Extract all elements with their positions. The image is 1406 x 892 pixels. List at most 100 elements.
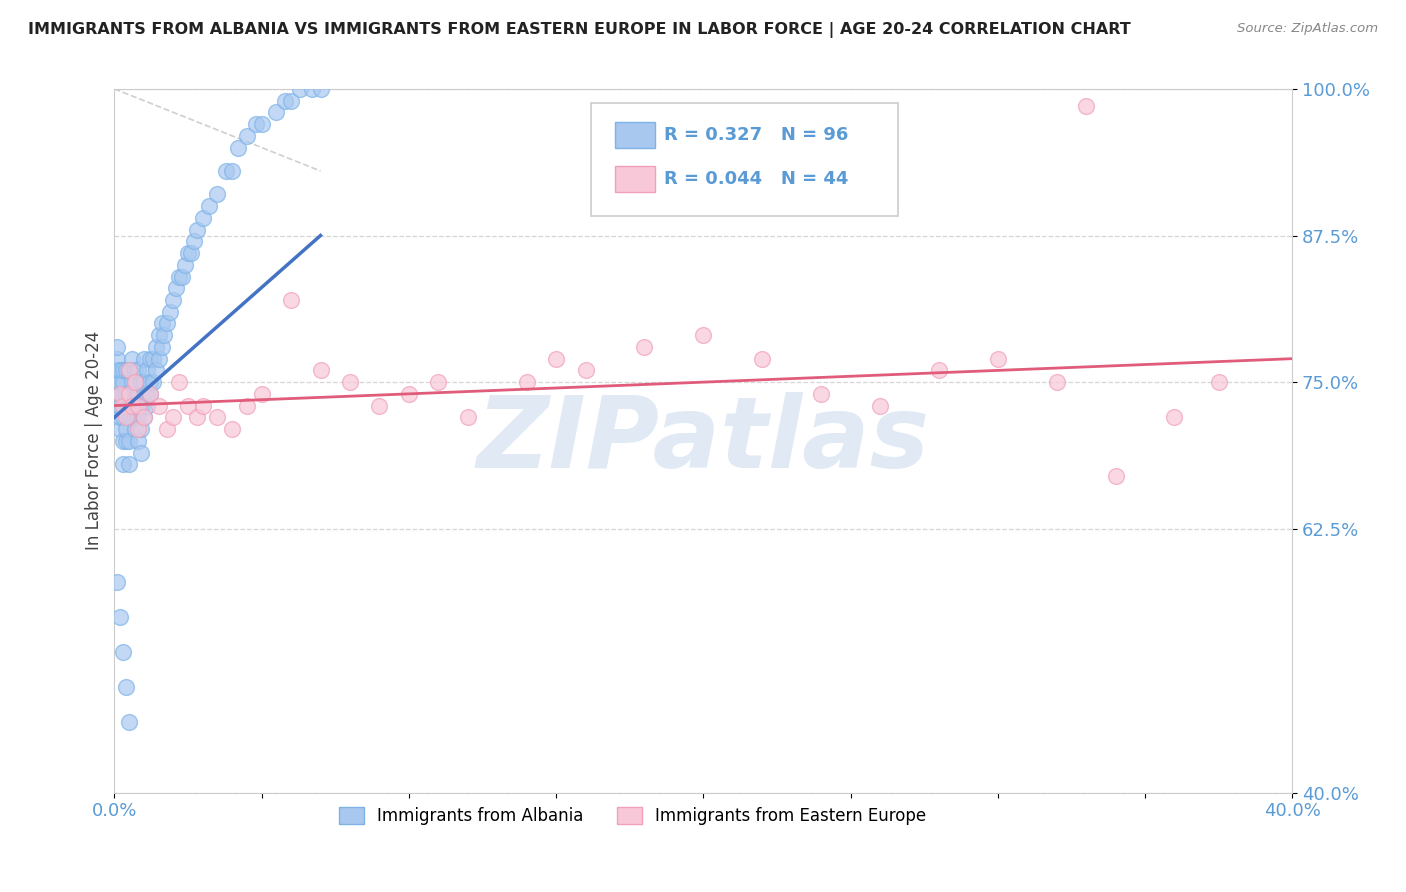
Point — [118, 387, 141, 401]
Point — [112, 434, 135, 448]
Point — [226, 140, 249, 154]
Point — [112, 387, 135, 401]
Point — [245, 117, 267, 131]
Point — [546, 351, 568, 366]
Point — [139, 351, 162, 366]
Point — [186, 410, 208, 425]
Point — [112, 457, 135, 471]
Point — [191, 399, 214, 413]
Point — [274, 94, 297, 108]
Point — [172, 269, 194, 284]
Point — [751, 351, 773, 366]
Point — [280, 293, 302, 307]
Point — [132, 410, 155, 425]
FancyBboxPatch shape — [614, 166, 655, 193]
Point — [167, 375, 190, 389]
Point — [928, 363, 950, 377]
Point — [288, 82, 311, 96]
Point — [150, 317, 173, 331]
Point — [159, 305, 181, 319]
FancyBboxPatch shape — [592, 103, 897, 216]
Point — [129, 422, 152, 436]
Point — [124, 375, 146, 389]
Point — [148, 399, 170, 413]
Point — [810, 387, 832, 401]
Point — [110, 410, 132, 425]
Point — [127, 422, 149, 436]
Point — [105, 399, 128, 413]
Point — [987, 351, 1010, 366]
Point — [124, 363, 146, 377]
Point — [110, 609, 132, 624]
Point — [177, 246, 200, 260]
Point — [692, 328, 714, 343]
Point — [124, 375, 146, 389]
Point — [250, 117, 273, 131]
Point — [105, 351, 128, 366]
Point — [135, 387, 157, 401]
Point — [124, 422, 146, 436]
Point — [457, 410, 479, 425]
Point — [121, 399, 143, 413]
Point — [118, 387, 141, 401]
Point — [266, 105, 288, 120]
Point — [127, 387, 149, 401]
Point — [118, 363, 141, 377]
Point — [1074, 99, 1097, 113]
Point — [132, 351, 155, 366]
Point — [121, 387, 143, 401]
Point — [127, 363, 149, 377]
Point — [135, 399, 157, 413]
Point — [121, 351, 143, 366]
Point — [221, 164, 243, 178]
Point — [207, 410, 229, 425]
Point — [145, 340, 167, 354]
Point — [1163, 410, 1185, 425]
Legend: Immigrants from Albania, Immigrants from Eastern Europe: Immigrants from Albania, Immigrants from… — [330, 798, 935, 834]
Point — [139, 387, 162, 401]
Point — [142, 351, 165, 366]
Point — [177, 399, 200, 413]
FancyBboxPatch shape — [614, 122, 655, 148]
Point — [105, 363, 128, 377]
Point — [516, 375, 538, 389]
Point — [121, 375, 143, 389]
Point — [309, 363, 332, 377]
Text: Source: ZipAtlas.com: Source: ZipAtlas.com — [1237, 22, 1378, 36]
Point — [118, 410, 141, 425]
Point — [150, 340, 173, 354]
Point — [121, 399, 143, 413]
Point — [191, 211, 214, 225]
Point — [427, 375, 450, 389]
Point — [115, 399, 138, 413]
Point — [115, 422, 138, 436]
Point — [183, 235, 205, 249]
Point — [129, 399, 152, 413]
Y-axis label: In Labor Force | Age 20-24: In Labor Force | Age 20-24 — [86, 331, 103, 550]
Point — [1046, 375, 1069, 389]
Point — [221, 422, 243, 436]
Point — [105, 574, 128, 589]
Point — [115, 387, 138, 401]
Point — [197, 199, 219, 213]
Point — [110, 422, 132, 436]
Point — [112, 375, 135, 389]
Point — [1208, 375, 1230, 389]
Point — [118, 715, 141, 730]
Point — [115, 434, 138, 448]
Text: ZIPatlas: ZIPatlas — [477, 392, 929, 490]
Text: R = 0.327   N = 96: R = 0.327 N = 96 — [665, 126, 849, 144]
Point — [145, 363, 167, 377]
Point — [112, 363, 135, 377]
Text: R = 0.044   N = 44: R = 0.044 N = 44 — [665, 170, 849, 188]
Point — [156, 317, 179, 331]
Point — [110, 399, 132, 413]
Point — [118, 399, 141, 413]
Point — [301, 82, 323, 96]
Point — [207, 187, 229, 202]
Point — [142, 375, 165, 389]
Point — [127, 434, 149, 448]
Point — [132, 375, 155, 389]
Point — [167, 269, 190, 284]
Point — [280, 94, 302, 108]
